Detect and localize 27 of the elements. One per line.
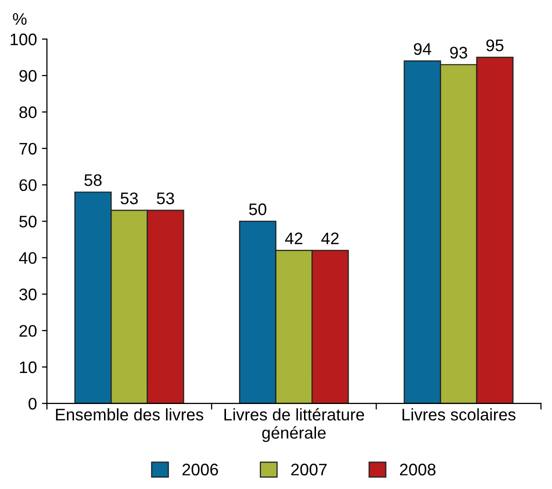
y-tick-label: 40	[19, 252, 37, 264]
y-tick-label: 0	[28, 398, 37, 410]
data-label: 42	[321, 232, 339, 244]
y-tick-label: 70	[20, 142, 37, 155]
y-tick-label: 10	[20, 361, 37, 374]
data-label: 58	[84, 174, 102, 186]
x-tick-label: Livres scolaires	[402, 408, 516, 421]
data-label: 93	[450, 46, 468, 59]
y-tick-label: 100	[10, 34, 37, 46]
data-label: 95	[486, 39, 504, 52]
y-tick-label: 60	[20, 179, 37, 192]
data-label: 53	[120, 192, 138, 204]
data-label: 53	[156, 192, 174, 204]
legend-label: 2007	[291, 464, 327, 476]
y-tick-label: 20	[20, 324, 37, 337]
y-tick-label: 50	[19, 216, 37, 228]
y-tick-label: 90	[19, 70, 37, 82]
x-tick-label: Ensemble des livres	[56, 408, 204, 421]
legend-label: 2008	[400, 464, 436, 476]
data-label: 94	[414, 43, 432, 55]
y-axis-title: %	[12, 13, 27, 25]
y-tick-label: 80	[19, 106, 37, 118]
data-label: 50	[249, 203, 266, 216]
legend-label: 2006	[182, 464, 218, 476]
x-tick-label: Livres de littérature générale	[224, 408, 364, 442]
data-label: 42	[285, 232, 302, 244]
y-tick-label: 30	[19, 288, 37, 300]
